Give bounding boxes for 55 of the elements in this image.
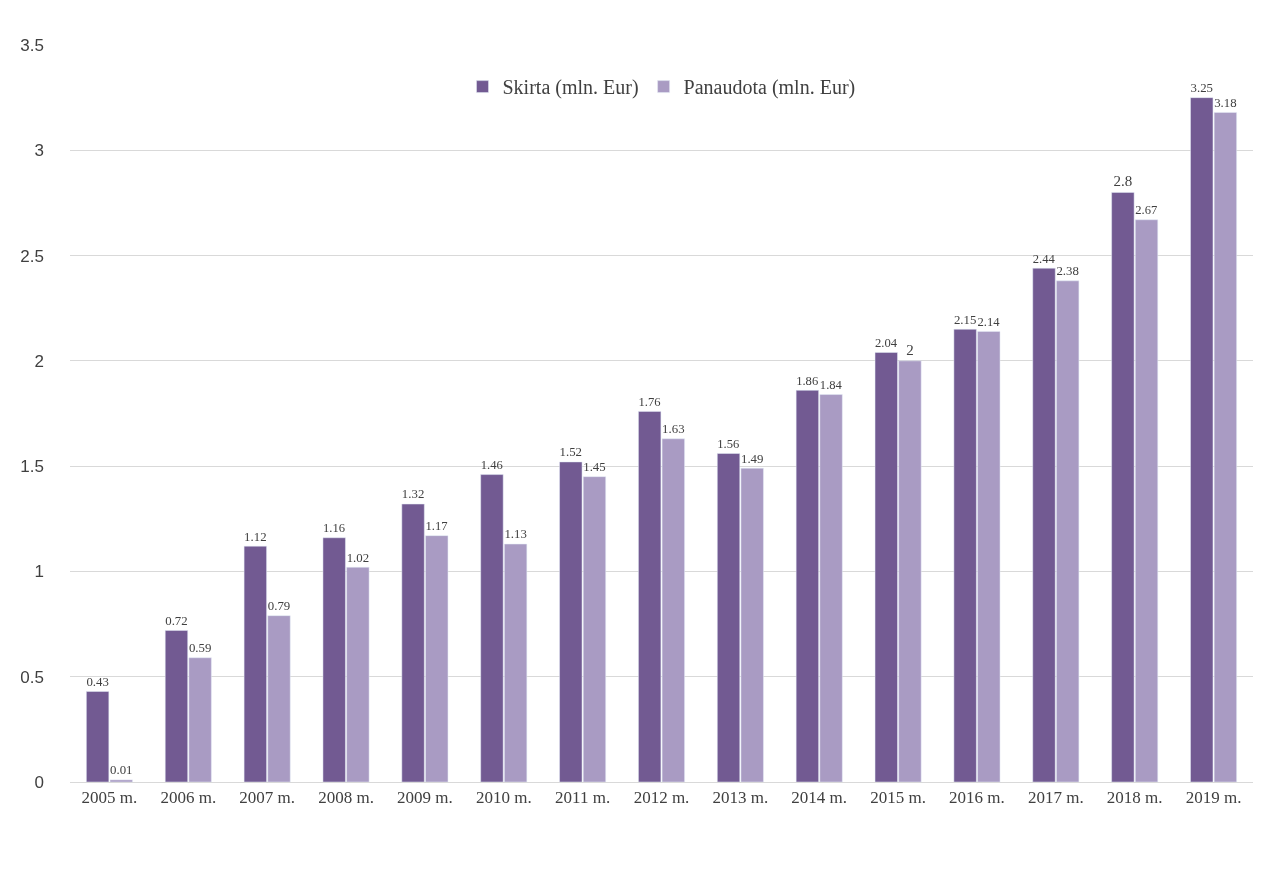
data-label: 1.52 xyxy=(559,445,583,460)
data-label: 0.79 xyxy=(267,599,291,614)
x-tick-label: 2005 m. xyxy=(81,788,138,808)
data-label: 1.63 xyxy=(662,422,685,437)
y-tick-label: 2.5 xyxy=(20,246,44,266)
x-tick-label: 2012 m. xyxy=(633,788,690,808)
data-label: 1.56 xyxy=(717,436,740,451)
y-tick-label: 1 xyxy=(34,562,44,582)
data-label: 1.45 xyxy=(583,460,606,475)
data-label: 0.01 xyxy=(110,763,133,778)
x-tick-label: 2009 m. xyxy=(397,788,453,808)
data-label: 1.46 xyxy=(480,458,503,473)
data-label: 0.72 xyxy=(165,613,188,628)
legend-label: Skirta (mln. Eur) xyxy=(502,76,639,100)
x-tick-label: 2013 m. xyxy=(712,788,769,808)
data-label: 2.67 xyxy=(1135,203,1158,218)
data-label: 2.44 xyxy=(1032,251,1056,266)
x-tick-label: 2016 m. xyxy=(949,788,1005,808)
data-label: 1.76 xyxy=(638,394,661,409)
x-tick-label: 2019 m. xyxy=(1185,788,1242,808)
data-label: 2.15 xyxy=(953,312,977,327)
data-label: 2.8 xyxy=(1113,173,1133,190)
x-tick-label: 2008 m. xyxy=(318,788,374,808)
x-tick-label: 2014 m. xyxy=(791,788,848,808)
x-tick-label: 2006 m. xyxy=(160,788,217,808)
y-tick-label: 3.5 xyxy=(20,35,44,55)
y-tick-label: 3 xyxy=(34,141,44,161)
data-label: 1.49 xyxy=(740,451,764,466)
data-label: 2.38 xyxy=(1056,264,1079,279)
data-label: 1.84 xyxy=(819,378,843,393)
data-label: 1.17 xyxy=(425,519,448,534)
data-label: 1.16 xyxy=(322,521,346,536)
x-tick-label: 2018 m. xyxy=(1106,788,1163,808)
data-label: 1.13 xyxy=(504,527,527,542)
data-label: 1.32 xyxy=(401,487,425,502)
data-label: 0.59 xyxy=(188,641,212,656)
data-label: 1.86 xyxy=(796,373,819,388)
y-tick-label: 2 xyxy=(34,351,44,371)
x-tick-label: 2015 m. xyxy=(870,788,926,808)
y-tick-label: 0 xyxy=(34,772,44,792)
x-tick-label: 2017 m. xyxy=(1027,788,1084,808)
x-tick-label: 2011 m. xyxy=(555,788,611,808)
data-label: 1.02 xyxy=(346,550,370,565)
data-label: 2.14 xyxy=(977,314,1001,329)
data-label: 3.25 xyxy=(1190,81,1213,96)
data-label: 1.12 xyxy=(244,529,267,544)
data-label: 2 xyxy=(906,341,914,358)
x-tick-label: 2010 m. xyxy=(475,788,532,808)
legend-label: Panaudota (mln. Eur) xyxy=(683,76,856,100)
y-tick-label: 1.5 xyxy=(20,457,44,477)
data-label: 0.43 xyxy=(86,674,109,689)
y-tick-label: 0.5 xyxy=(20,667,44,687)
x-tick-label: 2007 m. xyxy=(239,788,296,808)
data-label: 2.04 xyxy=(875,335,898,350)
data-label: 3.18 xyxy=(1214,95,1237,110)
